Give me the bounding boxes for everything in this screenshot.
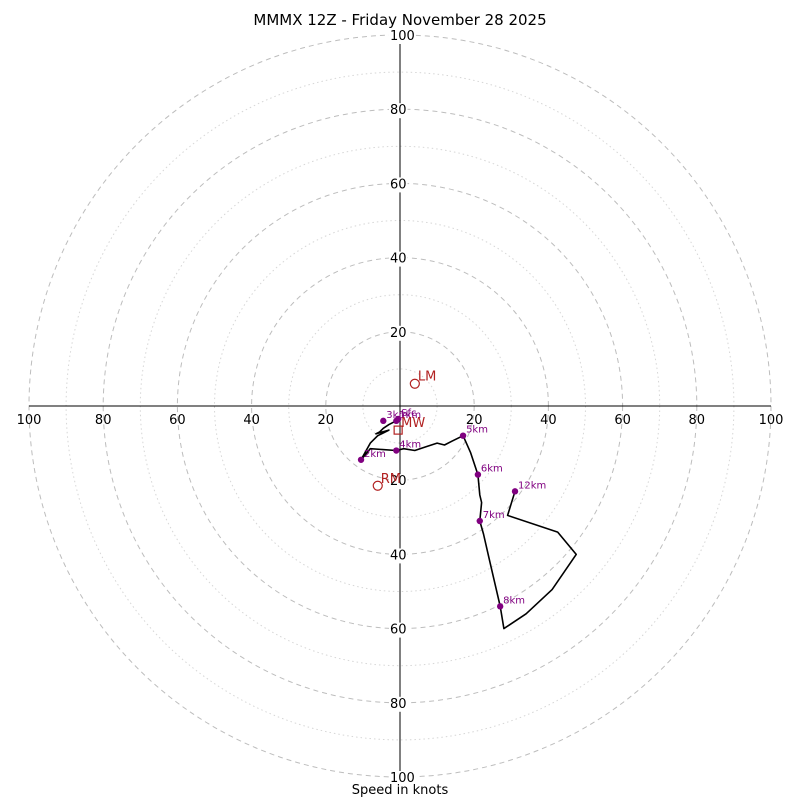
x-tick-label: 80 [95, 413, 112, 428]
height-point-label: 6km [481, 464, 503, 475]
storm-motion-marker [409, 378, 420, 389]
hodograph-trace [360, 418, 577, 630]
x-tick-label: 60 [169, 413, 186, 428]
height-point-marker [393, 447, 400, 454]
height-point-label: Sfc [401, 408, 416, 419]
storm-motion-marker [372, 480, 383, 491]
height-point-marker [357, 456, 365, 463]
x-tick-label: 100 [17, 413, 42, 428]
chart-title: MMMX 12Z - Friday November 28 2025 [253, 11, 547, 29]
storm-motion-label: MW [401, 416, 425, 431]
y-tick-label-upper: 40 [390, 252, 407, 267]
axes [29, 35, 771, 777]
height-point-marker [476, 517, 483, 525]
y-tick-label-lower: 60 [390, 623, 407, 638]
x-axis-label: Speed in knots [351, 783, 449, 798]
storm-motion-label: LM [418, 370, 436, 385]
hodograph-trace-group [360, 418, 577, 630]
y-tick-label-upper: 100 [390, 29, 415, 44]
y-tick-label-lower: 80 [390, 697, 407, 712]
height-point-label: 5km [466, 425, 488, 436]
storm-motion-markers: LM RM MW [372, 370, 436, 491]
height-point-label: 8km [503, 595, 525, 606]
x-tick-label: 40 [540, 413, 557, 428]
y-tick-label-lower: 100 [390, 771, 415, 786]
height-point-marker [393, 417, 400, 425]
tick-label-bg [389, 771, 416, 786]
tick-label-bg [389, 103, 408, 119]
x-tick-label: 40 [243, 413, 260, 428]
y-tick-label-upper: 80 [390, 103, 407, 118]
height-point-label: 2km [364, 449, 386, 460]
tick-labels: 100 80 60 40 20 20 40 60 80 100 20 20 40 40 60 60 80 80 10… [17, 29, 784, 786]
tick-label-bg [389, 177, 408, 193]
tick-label-bg [389, 696, 408, 712]
height-point-label: 1km [399, 410, 421, 421]
tick-label-bg [389, 29, 416, 44]
tick-label-bg [389, 622, 408, 638]
x-tick-label: 100 [759, 413, 784, 428]
y-tick-label-lower: 40 [390, 548, 407, 563]
y-tick-label-upper: 60 [390, 177, 407, 192]
y-tick-label-upper: 20 [390, 326, 407, 341]
x-tick-label: 20 [318, 413, 335, 428]
x-tick-label: 80 [689, 413, 706, 428]
height-point-marker [474, 471, 482, 478]
mean-wind-marker [393, 425, 403, 435]
x-tick-label: 60 [614, 413, 631, 428]
storm-motion-label: RM [381, 472, 401, 487]
height-point-marker [496, 603, 504, 610]
height-point-label: 12km [518, 480, 546, 491]
y-tick-label-lower: 20 [390, 474, 407, 489]
x-tick-label: 20 [466, 413, 483, 428]
height-point-marker [380, 417, 387, 425]
tick-label-bg [389, 251, 408, 267]
height-point-marker [459, 432, 467, 439]
height-point-marker [511, 488, 519, 495]
height-point-label: 4km [399, 440, 421, 451]
tick-label-bg [389, 548, 408, 564]
tick-label-bg [389, 325, 408, 341]
height-point-label: 3km [386, 410, 408, 421]
tick-label-bg [389, 474, 408, 490]
height-point-label: 7km [483, 510, 505, 521]
